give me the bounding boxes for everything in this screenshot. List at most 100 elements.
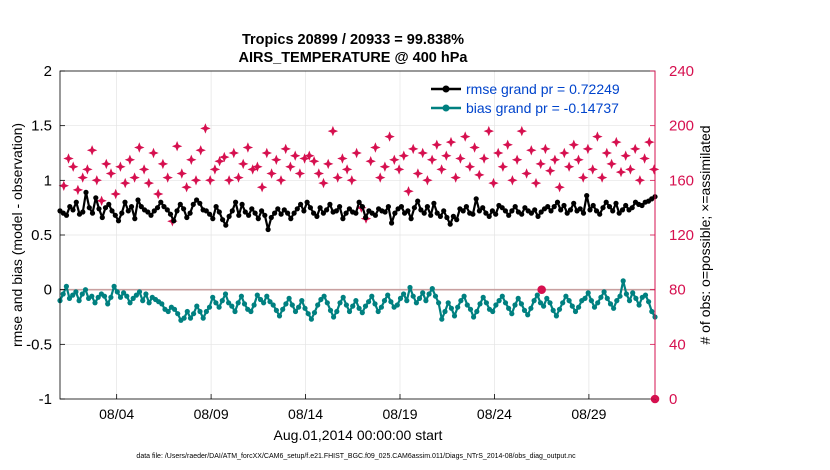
rmse-point	[164, 207, 170, 213]
obs-assimilated-marker	[148, 147, 159, 159]
bias-point	[432, 293, 439, 299]
bias-point	[235, 300, 241, 306]
obs-assimilated-marker	[346, 175, 357, 186]
rmse-point	[83, 189, 89, 195]
obs-assimilated-marker	[474, 169, 485, 181]
bias-point	[353, 298, 359, 304]
rmse-point	[571, 200, 577, 206]
rmse-point	[463, 204, 469, 210]
bias-point	[388, 299, 394, 305]
rmse-point	[190, 201, 196, 207]
rmse-point	[86, 205, 92, 211]
bias-point	[576, 304, 582, 310]
obs-assimilated-marker	[502, 139, 513, 150]
bias-point	[534, 292, 540, 298]
bias-point	[436, 300, 442, 306]
bias-point	[124, 293, 130, 299]
obs-assimilated-marker	[412, 168, 424, 179]
obs-assimilated-marker	[398, 150, 409, 161]
obs-assimilated-marker	[365, 156, 376, 167]
obs-assimilated-marker	[101, 158, 112, 170]
rmse-point	[476, 208, 482, 214]
rmse-point	[135, 197, 141, 203]
rmse-point	[480, 205, 486, 211]
rmse-point	[213, 204, 219, 210]
obs-assimilated-marker	[450, 172, 461, 183]
obs-assimilated-marker	[620, 150, 631, 161]
rmse-point	[259, 208, 265, 214]
bias-point	[649, 308, 655, 315]
bias-point	[375, 308, 381, 315]
y-tick-label-left: -0.5	[26, 336, 52, 353]
rmse-point	[584, 193, 590, 199]
rmse-point	[473, 196, 479, 202]
rmse-point	[275, 206, 281, 212]
bias-point	[404, 298, 410, 304]
legend-bias-marker	[442, 104, 450, 112]
rmse-point	[187, 210, 193, 216]
bias-point	[362, 303, 369, 309]
obs-assimilated-marker	[190, 175, 202, 186]
left-axis: -1 -0.5 0 0.5 1 1.5 2	[26, 63, 65, 408]
y-tick-label-right: 160	[669, 172, 694, 189]
rmse-point	[444, 214, 450, 221]
rmse-point	[447, 221, 453, 227]
obs-assimilated-marker	[615, 166, 627, 178]
bias-point	[604, 295, 610, 301]
obs-assimilated-marker	[313, 168, 324, 179]
bias-point	[276, 313, 283, 319]
bias-point	[550, 307, 556, 313]
bias-point	[464, 302, 470, 308]
y-tick-label-right: 240	[669, 63, 694, 80]
rmse-point	[229, 208, 235, 214]
bias-point	[359, 310, 365, 316]
y-tick-label-right: 40	[669, 336, 686, 353]
rmse-point	[558, 207, 564, 213]
obs-assimilated-marker	[58, 180, 69, 191]
obs-assimilated-marker	[526, 145, 537, 156]
rmse-point	[528, 210, 535, 216]
obs-assimilated-marker	[219, 151, 230, 163]
obs-assimilated-marker	[393, 164, 405, 175]
rmse-point	[285, 210, 291, 216]
bias-point	[642, 292, 649, 298]
obs-assimilated-marker	[559, 147, 570, 159]
bias-point	[111, 283, 117, 289]
rmse-point	[408, 216, 414, 222]
obs-assimilated-marker	[247, 164, 258, 175]
bias-point	[502, 300, 509, 306]
bias-point	[506, 305, 512, 311]
obs-assimilated-marker	[153, 188, 164, 200]
bias-point	[117, 294, 124, 300]
bias-point	[413, 300, 419, 306]
obs-assimilated-marker	[129, 172, 140, 183]
rmse-point	[298, 201, 304, 207]
bias-point	[455, 304, 461, 310]
rmse-point	[304, 199, 310, 205]
obs-assimilated-marker	[299, 153, 310, 164]
obs-assimilated-marker	[563, 161, 575, 172]
bias-point	[299, 298, 305, 304]
obs-assimilated-marker	[483, 125, 494, 137]
rmse-point	[359, 204, 365, 210]
y-tick-label-left: 1	[44, 172, 52, 189]
rmse-point	[112, 212, 118, 218]
bias-point	[458, 298, 464, 304]
rmse-point	[249, 206, 255, 212]
rmse-point	[252, 210, 258, 216]
obs-assimilated-marker	[379, 161, 391, 172]
bias-point	[607, 301, 614, 307]
x-tick-label: 08/04	[99, 406, 134, 422]
bias-point	[60, 291, 66, 297]
obs-assimilated-marker	[285, 161, 296, 172]
bias-point	[582, 295, 588, 301]
bias-point	[254, 292, 260, 298]
rmse-point	[181, 206, 187, 212]
rmse-point	[239, 201, 245, 207]
obs-assimilated-marker	[205, 175, 216, 186]
bias-point	[267, 299, 273, 305]
bias-point	[200, 315, 206, 321]
rmse-point	[216, 209, 222, 215]
bias-point	[474, 308, 480, 315]
